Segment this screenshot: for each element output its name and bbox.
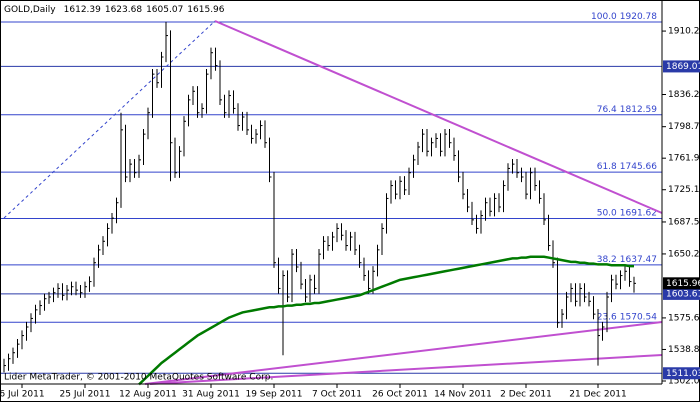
fib-level: 100.0 — [591, 12, 617, 22]
y-tick-label: 1910.25 — [668, 27, 700, 37]
fib-label: 76.4 1812.59 — [597, 104, 658, 114]
x-tick-label: 7 Oct 2011 — [312, 390, 362, 400]
fib-label: 38.2 1637.47 — [597, 254, 657, 264]
fib-label: 23.61570.54 — [597, 312, 658, 322]
current-price-label: 1615.96 — [666, 279, 700, 289]
y-tick-label: 1502.00 — [668, 377, 700, 387]
fib-label: 50.0 1691.62 — [597, 208, 657, 218]
price-box — [663, 60, 700, 73]
fib-level: 50.0 — [597, 208, 617, 218]
x-tick-label: 19 Sep 2011 — [245, 390, 302, 400]
y-tick-label: 1687.55 — [668, 217, 700, 227]
moving-average — [138, 255, 634, 386]
x-tick-label: 25 Jul 2011 — [60, 390, 111, 400]
bars — [3, 21, 636, 386]
x-tick-label: 31 Aug 2011 — [182, 390, 240, 400]
fib-price: 1745.66 — [620, 162, 657, 172]
trend-line — [149, 354, 663, 385]
y-tick-label: 1650.25 — [668, 249, 700, 259]
x-tick-label: 6 Jul 2011 — [0, 390, 45, 400]
fib-label: 61.8 1745.66 — [597, 162, 658, 172]
price-box — [663, 287, 700, 300]
fib-price: 1637.47 — [620, 254, 657, 264]
y-tick-label: 1538.80 — [668, 345, 700, 355]
fib-price: 1812.59 — [620, 104, 657, 114]
x-tick-label: 2 Dec 2011 — [500, 390, 552, 400]
fib-price: 1570.54 — [620, 312, 657, 322]
fib-level: 61.8 — [597, 162, 617, 172]
trend-line — [214, 20, 663, 214]
low: 1605.07 — [146, 5, 183, 15]
price-box — [663, 367, 700, 380]
y-tick-label: 1761.95 — [668, 154, 700, 164]
open: 1612.39 — [64, 5, 101, 15]
fib-level: 76.4 — [597, 104, 617, 114]
y-tick-label: 1798.70 — [668, 122, 700, 132]
price-box-label: 1603.61 — [666, 289, 700, 299]
y-tick-label: 1575.60 — [668, 313, 700, 323]
high: 1623.68 — [105, 5, 142, 15]
symbol: GOLD,Daily — [4, 5, 56, 15]
x-tick-label: 12 Aug 2011 — [119, 390, 177, 400]
trend-line — [144, 321, 663, 385]
fib-price: 1691.62 — [620, 208, 657, 218]
fib-base-line — [3, 20, 216, 219]
current-price-box — [663, 277, 700, 290]
fib-price: 1920.78 — [620, 12, 657, 22]
y-tick-label: 1836.25 — [668, 90, 700, 100]
price-box-label: 1511.03 — [666, 369, 700, 379]
x-tick-label: 26 Oct 2011 — [372, 390, 428, 400]
fib-label: 100.0 1920.78 — [591, 12, 657, 22]
x-tick-label: 14 Nov 2011 — [434, 390, 492, 400]
close: 1615.96 — [187, 5, 224, 15]
chart-title: GOLD,Daily 1612.39 1623.68 1605.07 1615.96 — [4, 5, 225, 15]
copyright: Lider MetaTrader, © 2001-2010 MetaQuotes… — [4, 373, 273, 383]
fib-level: 38.2 — [597, 254, 617, 264]
price-box-label: 1869.01 — [666, 62, 700, 72]
y-tick-label: 1725.15 — [668, 185, 700, 195]
x-tick-label: 21 Dec 2011 — [569, 390, 627, 400]
